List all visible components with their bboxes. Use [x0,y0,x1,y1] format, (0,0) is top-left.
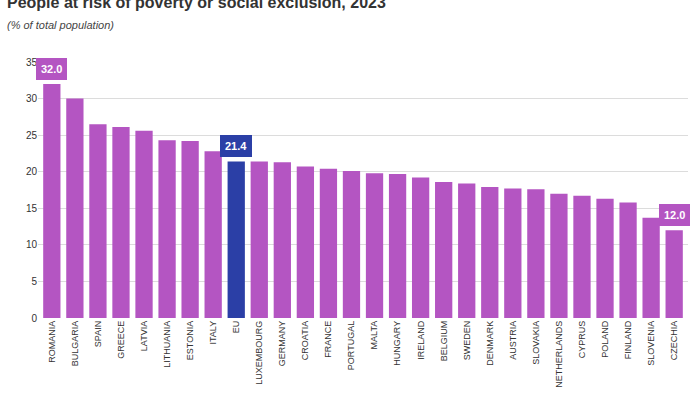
svg-text:SWEDEN: SWEDEN [462,321,472,361]
svg-text:BULGARIA: BULGARIA [70,321,80,367]
svg-text:GREECE: GREECE [116,321,126,359]
svg-text:CROATIA: CROATIA [300,321,310,360]
svg-text:MALTA: MALTA [369,321,379,350]
svg-text:LATVIA: LATVIA [139,321,149,351]
svg-text:AUSTRIA: AUSTRIA [508,321,518,360]
svg-text:EU: EU [231,321,241,334]
svg-text:LUXEMBOURG: LUXEMBOURG [254,321,264,385]
svg-text:CYPRUS: CYPRUS [577,321,587,359]
svg-text:BELGIUM: BELGIUM [439,321,449,362]
svg-text:GERMANY: GERMANY [277,321,287,367]
svg-text:PORTUGAL: PORTUGAL [346,321,356,370]
svg-text:10: 10 [26,239,38,250]
svg-text:12.0: 12.0 [664,209,685,221]
svg-text:20: 20 [26,166,38,177]
svg-text:HUNGARY: HUNGARY [392,321,402,366]
svg-text:32.0: 32.0 [41,63,62,75]
svg-text:DENMARK: DENMARK [485,321,495,366]
svg-text:SLOVENIA: SLOVENIA [646,321,656,366]
svg-text:FRANCE: FRANCE [323,321,333,358]
svg-text:POLAND: POLAND [600,320,610,358]
svg-text:FINLAND: FINLAND [623,320,633,359]
svg-text:35: 35 [26,57,38,68]
svg-text:SLOVAKIA: SLOVAKIA [531,321,541,365]
svg-text:NETHERLANDS: NETHERLANDS [554,321,564,388]
svg-text:ROMANIA: ROMANIA [47,321,57,363]
svg-text:ESTONIA: ESTONIA [185,321,195,360]
svg-text:LITHUANIA: LITHUANIA [162,321,172,368]
svg-text:People at risk of poverty or s: People at risk of poverty or social excl… [7,0,386,31]
svg-text:25: 25 [26,130,38,141]
svg-text:CZECHIA: CZECHIA [669,321,679,361]
svg-text:ITALY: ITALY [208,321,218,345]
svg-text:30: 30 [26,93,38,104]
svg-text:5: 5 [31,276,37,287]
svg-text:SPAIN: SPAIN [93,321,103,347]
svg-text:IRELAND: IRELAND [416,320,426,360]
svg-text:15: 15 [26,203,38,214]
svg-text:0: 0 [31,313,37,324]
svg-text:21.4: 21.4 [225,140,247,152]
